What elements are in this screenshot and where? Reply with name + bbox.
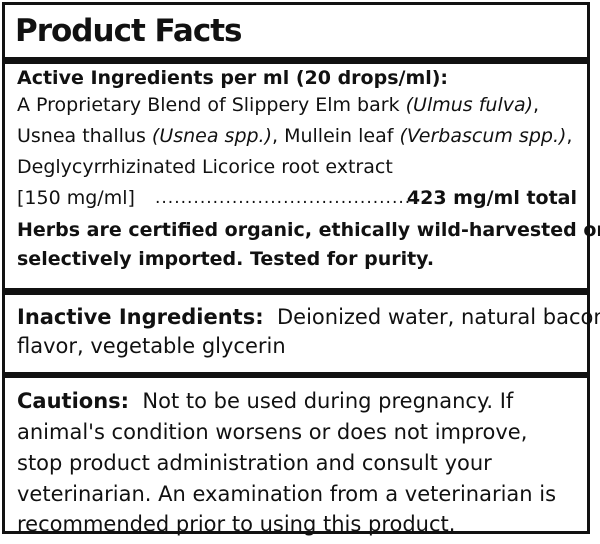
ingredient-text: A Proprietary Blend of Slippery Elm bark — [17, 94, 406, 116]
cautions-heading: Cautions: — [17, 389, 130, 413]
inactive-ingredients-line-2: flavor, vegetable glycerin — [17, 334, 286, 358]
herbs-note-line-1: Herbs are certified organic, ethically w… — [17, 219, 600, 241]
active-ingredient-line-2: Usnea thallus (Usnea spp.), Mullein leaf… — [17, 123, 572, 149]
inactive-ingredients-line-1: Inactive Ingredients: Deionized water, n… — [17, 303, 600, 331]
inactive-heading: Inactive Ingredients: — [17, 305, 264, 329]
ingredient-text: , Mullein leaf — [272, 125, 400, 147]
active-ingredient-line-1: A Proprietary Blend of Slippery Elm bark… — [17, 92, 539, 118]
cautions-line-4: veterinarian. An examination from a vete… — [17, 482, 557, 506]
cautions-text: Not to be used during pregnancy. If — [142, 389, 514, 413]
herbs-note-line-2: selectively imported. Tested for purity. — [17, 248, 435, 270]
leader-dots: ........................................… — [155, 188, 409, 208]
section-divider — [5, 372, 587, 378]
ingredient-text: , — [566, 125, 573, 147]
active-ingredient-line-3: Deglycyrrhizinated Licorice root extract — [17, 156, 393, 178]
ingredient-text: Usnea thallus — [17, 125, 152, 147]
ingredient-latin-name: (Usnea spp.) — [151, 125, 273, 147]
label-title: Product Facts — [15, 13, 242, 49]
cautions-line-3: stop product administration and consult … — [17, 451, 492, 475]
active-total: 423 mg/ml total — [406, 187, 577, 209]
ingredient-text: , — [533, 94, 540, 116]
ingredient-latin-name: (Verbascum spp.) — [399, 125, 567, 147]
product-facts-label: Product Facts Active Ingredients per ml … — [2, 2, 600, 536]
cautions-line-1: Cautions: Not to be used during pregnanc… — [17, 387, 513, 415]
active-ingredient-amount: [150 mg/ml] — [17, 187, 135, 209]
title-divider — [5, 57, 587, 64]
inactive-text: Deionized water, natural bacon — [276, 305, 600, 329]
cautions-line-2: animal's condition worsens or does not i… — [17, 420, 528, 444]
active-ingredients-heading: Active Ingredients per ml (20 drops/ml): — [17, 67, 449, 89]
ingredient-latin-name: (Ulmus fulva) — [405, 94, 534, 116]
cautions-line-5: recommended prior to using this product. — [17, 512, 456, 536]
section-divider — [5, 288, 587, 295]
